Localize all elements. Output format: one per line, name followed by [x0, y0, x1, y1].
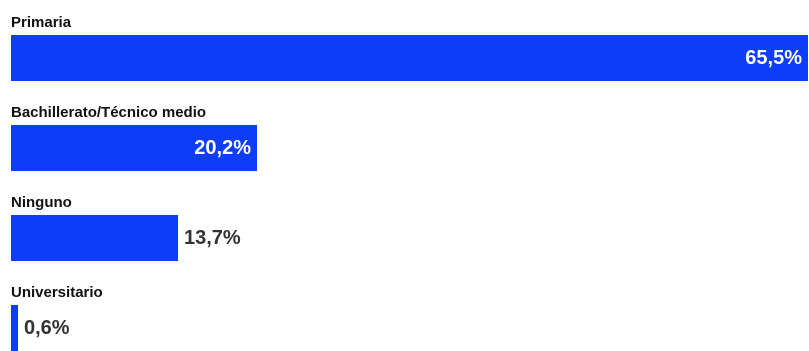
category-label: Bachillerato/Técnico medio	[11, 104, 207, 121]
value-label: 0,6%	[24, 317, 70, 339]
bar	[11, 215, 178, 261]
bar	[11, 35, 808, 81]
value-label: 65,5%	[745, 47, 802, 69]
value-label: 20,2%	[194, 137, 251, 159]
category-label: Primaria	[11, 14, 72, 31]
bar	[11, 305, 18, 351]
bar	[11, 125, 257, 171]
category-label: Ninguno	[11, 194, 72, 211]
value-label: 13,7%	[184, 227, 241, 249]
category-label: Universitario	[11, 284, 103, 301]
